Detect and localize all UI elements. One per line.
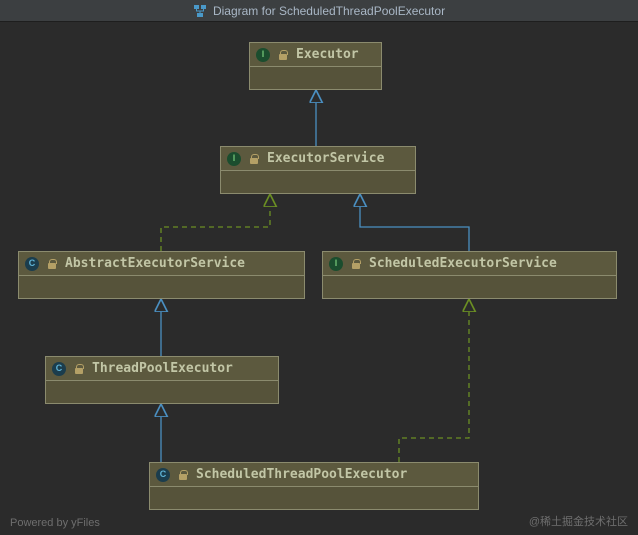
lock-icon: [176, 468, 190, 482]
class-node-head: I Executor: [250, 43, 381, 67]
interface-icon: I: [227, 152, 241, 166]
class-node-head: C AbstractExecutorService: [19, 252, 304, 276]
class-node-label: ExecutorService: [267, 151, 384, 166]
footer-right: @稀土掘金技术社区: [529, 513, 628, 529]
class-icon: C: [25, 257, 39, 271]
class-node-body: [19, 276, 304, 298]
footer-left: Powered by yFiles: [10, 517, 100, 529]
class-node-body: [221, 171, 415, 193]
class-icon: C: [52, 362, 66, 376]
class-node-body: [250, 67, 381, 89]
class-node-label: Executor: [296, 47, 359, 62]
class-node-body: [323, 276, 616, 298]
diagram-icon: [193, 4, 207, 18]
lock-icon: [45, 257, 59, 271]
class-node-label: ThreadPoolExecutor: [92, 361, 233, 376]
edge-abstractExecutorService-to-executorService: [161, 194, 270, 251]
class-node-scheduledThreadPoolExecutor[interactable]: C ScheduledThreadPoolExecutor: [149, 462, 479, 510]
class-icon: C: [156, 468, 170, 482]
class-node-body: [150, 487, 478, 509]
class-node-body: [46, 381, 278, 403]
lock-icon: [72, 362, 86, 376]
class-node-abstractExecutorService[interactable]: C AbstractExecutorService: [18, 251, 305, 299]
edge-scheduledThreadPoolExecutor-to-scheduledExecutorService: [399, 299, 469, 462]
class-node-head: C ScheduledThreadPoolExecutor: [150, 463, 478, 487]
diagram-canvas: I Executor I ExecutorService C AbstractExecut…: [0, 22, 638, 535]
title-bar: Diagram for ScheduledThreadPoolExecutor: [0, 0, 638, 22]
lock-icon: [349, 257, 363, 271]
class-node-executor[interactable]: I Executor: [249, 42, 382, 90]
lock-icon: [276, 48, 290, 62]
class-node-label: ScheduledExecutorService: [369, 256, 557, 271]
class-node-threadPoolExecutor[interactable]: C ThreadPoolExecutor: [45, 356, 279, 404]
class-node-label: AbstractExecutorService: [65, 256, 245, 271]
interface-icon: I: [256, 48, 270, 62]
interface-icon: I: [329, 257, 343, 271]
title-text: Diagram for ScheduledThreadPoolExecutor: [213, 4, 445, 18]
class-node-executorService[interactable]: I ExecutorService: [220, 146, 416, 194]
lock-icon: [247, 152, 261, 166]
class-node-head: I ExecutorService: [221, 147, 415, 171]
class-node-label: ScheduledThreadPoolExecutor: [196, 467, 407, 482]
edge-scheduledExecutorService-to-executorService: [360, 194, 469, 251]
class-node-head: C ThreadPoolExecutor: [46, 357, 278, 381]
class-node-head: I ScheduledExecutorService: [323, 252, 616, 276]
class-node-scheduledExecutorService[interactable]: I ScheduledExecutorService: [322, 251, 617, 299]
